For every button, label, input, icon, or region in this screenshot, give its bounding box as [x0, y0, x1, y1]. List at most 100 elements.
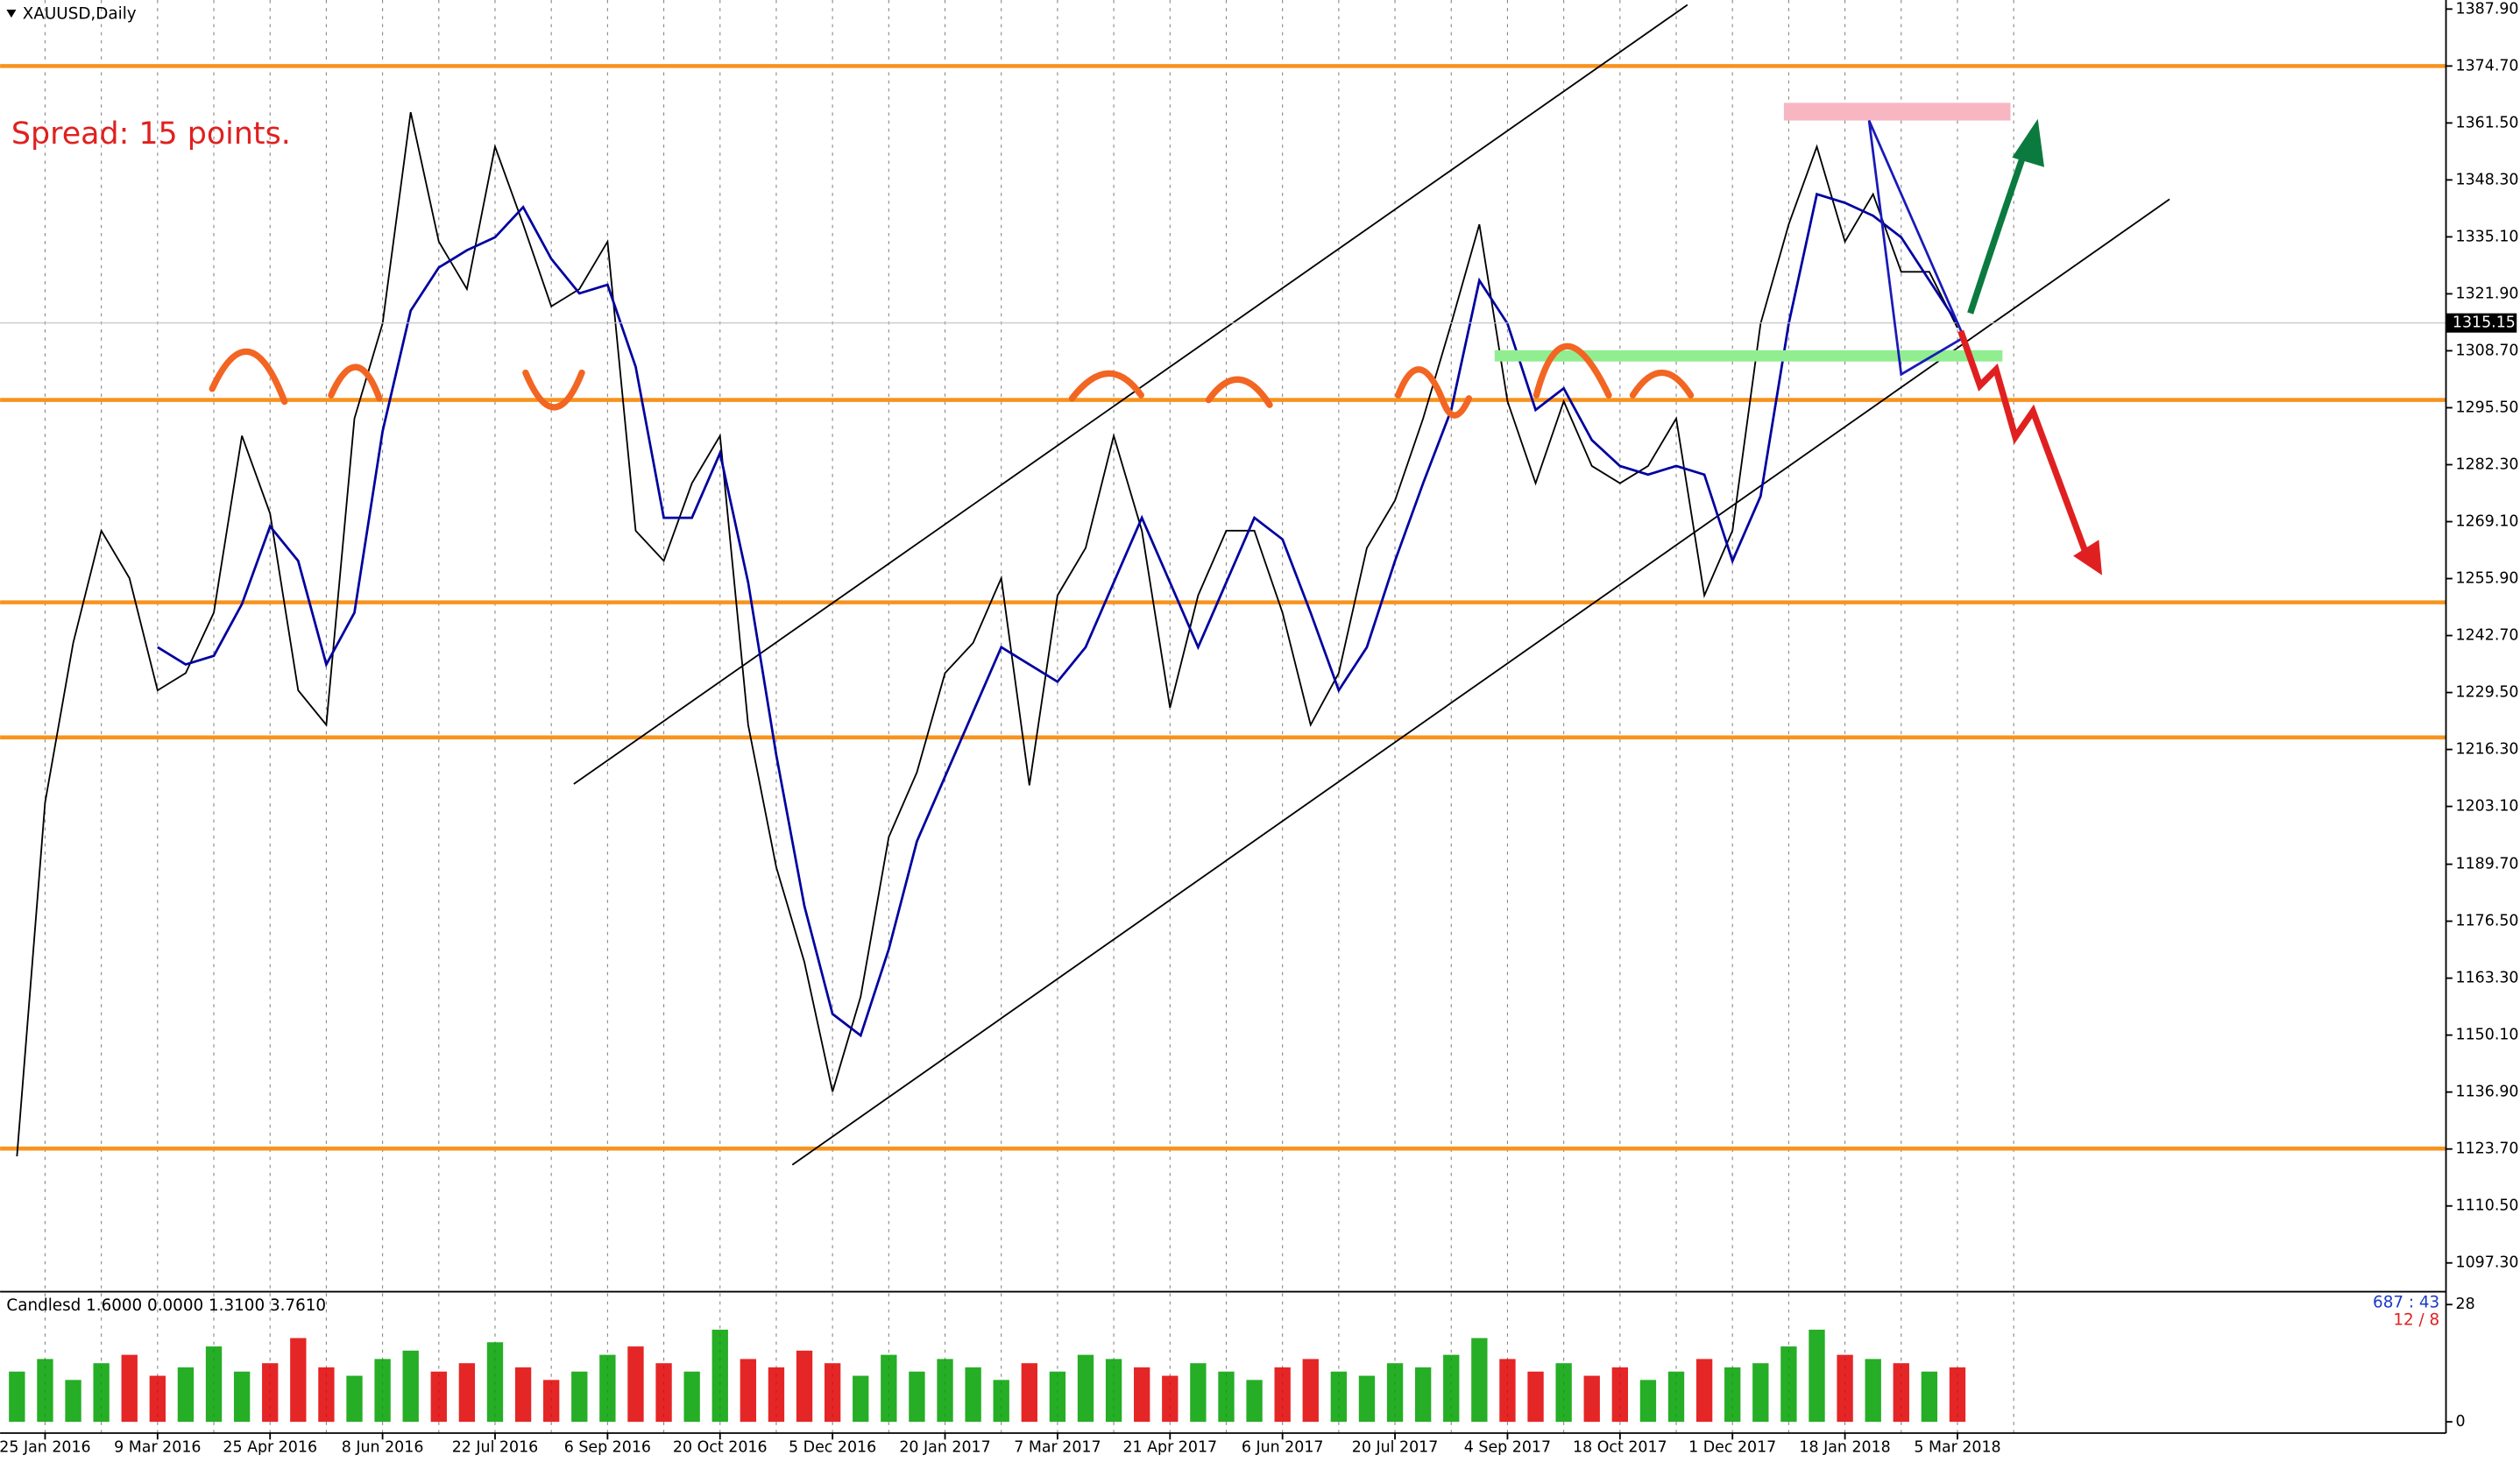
volume-bar [1443, 1354, 1460, 1423]
volume-bar [430, 1371, 447, 1423]
swing-cap [1205, 376, 1273, 408]
y-tick-label: 1123.70 [2456, 1141, 2519, 1158]
indicator-title: Candlesd 1.6000 0.0000 1.3100 3.7610 [6, 1296, 326, 1315]
volume-bar [881, 1354, 897, 1423]
y-tick-label: 1335.10 [2456, 228, 2519, 245]
y-tick-label: 1361.50 [2456, 114, 2519, 131]
volume-bar [571, 1371, 588, 1423]
y-tick-label: 1136.90 [2456, 1084, 2519, 1101]
symbol-title: XAUUSD,Daily [23, 5, 137, 24]
volume-bar [1555, 1363, 1572, 1423]
menu-arrow [6, 10, 17, 18]
volume-bar [1583, 1375, 1600, 1423]
plot [0, 111, 2446, 1423]
x-tick-label: 18 Jan 2018 [1799, 1438, 1890, 1456]
swing-cap [1533, 343, 1612, 399]
volume-bar [1695, 1359, 1713, 1423]
price-line [16, 111, 1958, 1157]
y-tick-label: 1282.30 [2456, 456, 2519, 473]
volume-bar [1471, 1338, 1488, 1423]
volume-bar [711, 1329, 728, 1423]
volume-bar [1274, 1367, 1291, 1423]
spread-note: Spread: 15 points. [11, 117, 291, 152]
volume-bar [1414, 1367, 1432, 1423]
swing-cap [209, 348, 288, 406]
x-tick-label: 22 Jul 2016 [452, 1438, 539, 1456]
bear-arrowhead [2073, 540, 2103, 576]
swing-cap [1395, 366, 1473, 419]
volume-bar [993, 1380, 1009, 1423]
support-zone [1494, 350, 2003, 362]
y-tick-label: 1374.70 [2456, 57, 2519, 74]
swing-cap [1629, 370, 1695, 399]
moving-average [157, 192, 1959, 1038]
volume-bar [853, 1375, 869, 1423]
volume-bar [824, 1363, 841, 1423]
y-tick-label: 1189.70 [2456, 856, 2519, 873]
y-tick-label: 1150.10 [2456, 1027, 2519, 1044]
volume-bar [1302, 1359, 1319, 1423]
volume-bar [1358, 1375, 1376, 1423]
x-tick-label: 8 Jun 2016 [342, 1438, 424, 1456]
x-tick-label: 20 Jul 2017 [1352, 1438, 1439, 1456]
volume-bar [205, 1346, 223, 1423]
volume-bar [402, 1350, 419, 1423]
grid [44, 0, 2014, 1433]
volume-bar [655, 1363, 672, 1423]
volume-bar [1021, 1363, 1037, 1423]
volume-bar [1527, 1371, 1544, 1423]
bear-arrow [1957, 329, 2092, 564]
y-tick-label: 1163.30 [2456, 970, 2519, 987]
volume-bar [1611, 1367, 1629, 1423]
volume-bar [37, 1359, 53, 1423]
swing-cap [1068, 370, 1144, 402]
volume-bar [1049, 1371, 1066, 1423]
y2-tick-label: 28 [2456, 1296, 2475, 1313]
volume-bar [1639, 1380, 1657, 1423]
volume-bar [1752, 1363, 1769, 1423]
volume-bar [1105, 1359, 1122, 1423]
x-tick-label: 5 Mar 2018 [1914, 1438, 2000, 1456]
volume-bar [346, 1375, 363, 1423]
volume-bar [65, 1380, 81, 1423]
volume-bar [262, 1363, 279, 1423]
volume-bar [318, 1367, 335, 1423]
volume-bar [514, 1367, 532, 1423]
volume-bar [1134, 1367, 1150, 1423]
x-tick-label: 18 Oct 2017 [1573, 1438, 1667, 1456]
x-tick-label: 7 Mar 2017 [1014, 1438, 1101, 1456]
volume-bar [177, 1367, 195, 1423]
volume-bar [149, 1375, 166, 1423]
levels [0, 64, 2446, 1151]
volume-bar [796, 1350, 813, 1423]
volume-bar [1077, 1354, 1094, 1423]
volume-bar [1949, 1367, 1966, 1423]
volume-bar [1667, 1371, 1685, 1423]
volume-bar [374, 1359, 391, 1423]
y-tick-label: 1387.90 [2456, 0, 2519, 18]
volume-bar [1330, 1371, 1348, 1423]
y-tick-label: 1321.90 [2456, 285, 2519, 302]
volume-bar [768, 1367, 785, 1423]
volume-bar [1218, 1371, 1235, 1423]
x-tick-label: 1 Dec 2017 [1688, 1438, 1776, 1456]
y-tick-label: 1216.30 [2456, 741, 2519, 759]
bull-arrow [1967, 140, 2032, 314]
indicator-info: 12 / 8 [2393, 1311, 2439, 1330]
volume-bar [683, 1371, 700, 1423]
volume-bar [1724, 1367, 1741, 1423]
y2-tick-label: 0 [2456, 1413, 2466, 1430]
volume-bar [1921, 1371, 1938, 1423]
swing-marks [209, 343, 1695, 419]
y-tick-label: 1110.50 [2456, 1197, 2519, 1215]
y-tick-label: 1269.10 [2456, 513, 2519, 531]
volume-bar [937, 1359, 953, 1423]
y-tick-label: 1097.30 [2456, 1254, 2519, 1272]
volume-bar [290, 1338, 307, 1423]
volume-bar [1499, 1359, 1516, 1423]
volume-bar [1386, 1363, 1404, 1423]
indicator-info: 687 : 43 [2373, 1293, 2439, 1311]
volume-bar [1865, 1359, 1881, 1423]
